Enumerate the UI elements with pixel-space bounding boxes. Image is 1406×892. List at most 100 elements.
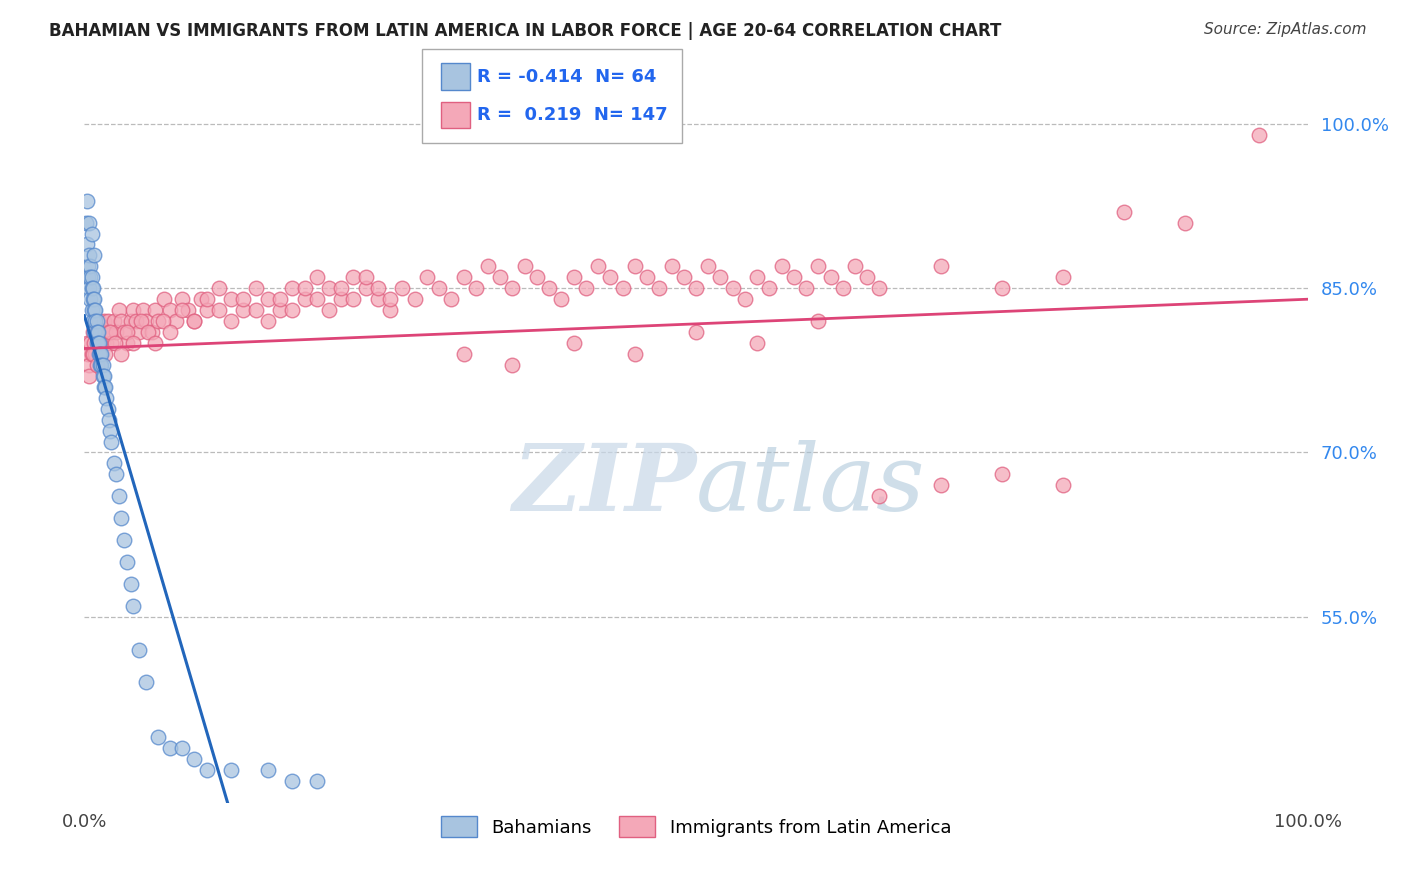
- Point: [1247, 128, 1270, 142]
- Point: [83, 248, 105, 262]
- Point: [77, 281, 100, 295]
- Point: [86, 325, 108, 339]
- Point: [1052, 478, 1074, 492]
- Point: [104, 336, 127, 351]
- Text: R = -0.414  N= 64: R = -0.414 N= 64: [477, 68, 657, 86]
- Point: [80, 227, 103, 241]
- Point: [281, 281, 304, 295]
- Point: [83, 325, 105, 339]
- Text: Source: ZipAtlas.com: Source: ZipAtlas.com: [1204, 22, 1367, 37]
- Point: [82, 292, 104, 306]
- Point: [783, 270, 806, 285]
- Point: [94, 380, 117, 394]
- Point: [489, 270, 512, 285]
- Point: [807, 314, 830, 328]
- Point: [648, 281, 671, 295]
- Point: [526, 270, 548, 285]
- Point: [929, 260, 952, 274]
- Point: [93, 380, 115, 394]
- Point: [232, 292, 254, 306]
- Point: [87, 325, 110, 339]
- Point: [97, 314, 120, 328]
- Point: [453, 347, 475, 361]
- Point: [80, 347, 103, 361]
- Point: [404, 292, 426, 306]
- Point: [82, 314, 104, 328]
- Point: [562, 336, 585, 351]
- Point: [330, 292, 353, 306]
- Point: [84, 303, 107, 318]
- Point: [183, 314, 205, 328]
- Point: [844, 260, 866, 274]
- Point: [991, 467, 1014, 482]
- Point: [94, 347, 117, 361]
- Point: [87, 336, 110, 351]
- Point: [128, 642, 150, 657]
- Point: [110, 511, 132, 525]
- Point: [661, 260, 683, 274]
- Point: [115, 325, 138, 339]
- Point: [77, 216, 100, 230]
- Point: [538, 281, 561, 295]
- Point: [110, 347, 132, 361]
- Point: [477, 260, 499, 274]
- Point: [245, 303, 267, 318]
- Point: [159, 325, 181, 339]
- Text: ZIP: ZIP: [512, 440, 696, 530]
- Point: [83, 292, 105, 306]
- Point: [75, 216, 97, 230]
- Point: [219, 763, 242, 777]
- Point: [97, 325, 120, 339]
- Point: [636, 270, 658, 285]
- Point: [380, 292, 402, 306]
- Point: [83, 336, 105, 351]
- Point: [856, 270, 879, 285]
- Point: [586, 260, 609, 274]
- Point: [86, 336, 108, 351]
- Point: [1114, 204, 1136, 219]
- Point: [136, 325, 159, 339]
- Point: [305, 292, 328, 306]
- Point: [305, 270, 328, 285]
- Point: [100, 336, 122, 351]
- Point: [146, 314, 169, 328]
- Point: [294, 281, 316, 295]
- Point: [354, 270, 377, 285]
- Point: [513, 260, 536, 274]
- Point: [143, 336, 166, 351]
- Point: [77, 347, 100, 361]
- Point: [342, 292, 364, 306]
- Point: [159, 741, 181, 756]
- Point: [89, 347, 111, 361]
- Point: [87, 336, 110, 351]
- Point: [91, 368, 114, 383]
- Point: [416, 270, 439, 285]
- Text: BAHAMIAN VS IMMIGRANTS FROM LATIN AMERICA IN LABOR FORCE | AGE 20-64 CORRELATION: BAHAMIAN VS IMMIGRANTS FROM LATIN AMERIC…: [49, 22, 1001, 40]
- Point: [294, 292, 316, 306]
- Point: [132, 303, 155, 318]
- Point: [97, 401, 120, 416]
- Point: [624, 260, 647, 274]
- Point: [550, 292, 572, 306]
- Point: [440, 292, 463, 306]
- Point: [120, 314, 142, 328]
- Point: [79, 292, 101, 306]
- Point: [89, 358, 111, 372]
- Point: [89, 336, 111, 351]
- Point: [128, 325, 150, 339]
- Point: [758, 281, 780, 295]
- Point: [79, 270, 101, 285]
- Point: [464, 281, 486, 295]
- Point: [129, 314, 152, 328]
- Point: [77, 248, 100, 262]
- Point: [100, 434, 122, 449]
- Point: [122, 303, 145, 318]
- Point: [257, 314, 280, 328]
- Point: [96, 391, 118, 405]
- Point: [575, 281, 598, 295]
- Point: [354, 281, 377, 295]
- Point: [91, 358, 114, 372]
- Point: [77, 270, 100, 285]
- Point: [502, 281, 524, 295]
- Point: [122, 599, 145, 613]
